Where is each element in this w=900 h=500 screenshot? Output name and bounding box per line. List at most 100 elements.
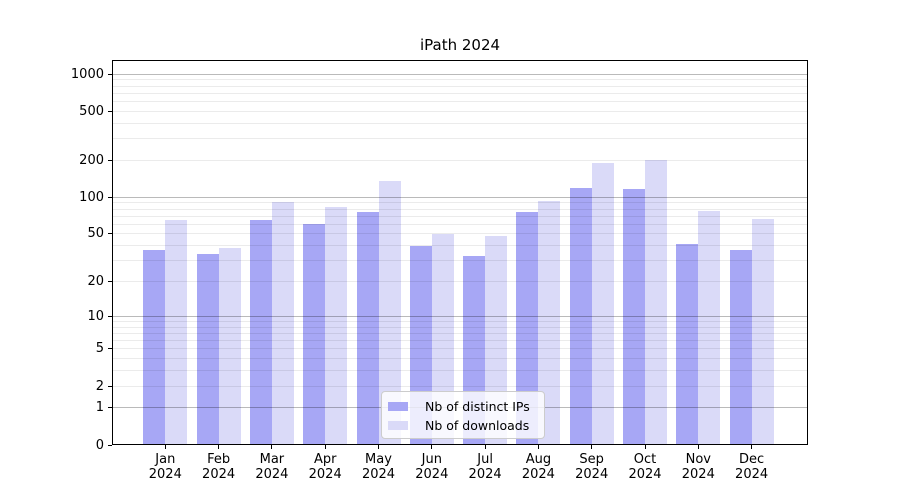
x-tick-year: 2024 [468,466,502,482]
legend-label-downloads: Nb of downloads [425,417,530,433]
x-tick-month: Aug [525,452,552,467]
y-tick-mark [108,407,112,409]
y-tick-label: 1000 [70,66,104,82]
y-tick-mark [108,196,112,198]
x-tick-label: May 2024 [347,452,411,482]
legend-swatch-downloads [388,420,408,430]
x-tick-label: Aug 2024 [506,452,570,482]
bar-distinct-ips [249,220,272,445]
x-tick-label: Feb 2024 [187,452,251,482]
x-tick-year: 2024 [361,466,396,482]
x-tick-label: Nov 2024 [666,452,730,482]
y-tick-mark [108,159,112,161]
bar-downloads [271,201,294,445]
x-tick-label: Jul 2024 [453,452,517,482]
y-tick-label: 0 [95,437,104,453]
bar-downloads [538,201,561,445]
x-tick-label: Oct 2024 [613,452,677,482]
x-tick-year: 2024 [735,466,769,482]
x-tick-label: Apr 2024 [293,452,357,482]
x-tick-label: Dec 2024 [720,452,784,482]
x-tick-month: May [365,452,392,467]
x-tick-mark [591,445,593,449]
x-tick-year: 2024 [575,466,609,482]
y-tick-label: 5 [95,341,104,357]
x-tick-label: Jun 2024 [400,452,464,482]
x-tick-year: 2024 [308,466,342,482]
bar-downloads [325,207,348,445]
bar-downloads [218,248,241,445]
x-tick-month: Feb [207,452,231,467]
y-tick-label: 50 [87,226,104,242]
x-tick-month: Mar [259,452,285,467]
bars-layer [112,60,808,445]
x-tick-mark [324,445,326,449]
x-tick-label: Mar 2024 [240,452,304,482]
x-tick-mark [751,445,753,449]
x-tick-label: Jan 2024 [133,452,197,482]
x-tick-mark [218,445,220,449]
x-tick-month: Oct [633,452,657,467]
bar-downloads [378,181,401,445]
bar-distinct-ips [729,249,752,445]
x-tick-month: Jun [421,452,442,467]
bar-distinct-ips [516,211,539,445]
bar-distinct-ips [356,211,379,445]
x-tick-month: Jan [155,452,176,467]
x-tick-mark [644,445,646,449]
bar-distinct-ips [143,249,166,445]
x-tick-mark [431,445,433,449]
x-tick-year: 2024 [628,466,662,482]
bar-downloads [165,220,188,445]
legend-swatch-distinct-ips [388,401,408,411]
bar-distinct-ips [303,224,326,445]
bar-downloads [645,160,667,445]
x-tick-month: Sep [579,452,604,467]
bar-distinct-ips [623,189,645,445]
y-tick-mark [108,315,112,317]
x-tick-month: Jul [477,452,493,467]
x-tick-mark [697,445,699,449]
x-tick-year: 2024 [681,466,715,482]
x-tick-mark [271,445,273,449]
x-tick-year: 2024 [148,466,182,482]
chart-title: iPath 2024 [419,36,501,54]
y-tick-mark [108,385,112,387]
y-tick-mark [108,233,112,235]
x-tick-year: 2024 [202,466,236,482]
x-tick-mark [378,445,379,449]
bar-downloads [698,211,721,445]
x-tick-mark [537,445,539,449]
bar-downloads [591,163,614,445]
y-tick-label: 2 [95,378,104,394]
x-tick-year: 2024 [521,466,555,482]
x-tick-label: Sep 2024 [560,452,624,482]
x-tick-year: 2024 [255,466,289,482]
x-tick-mark [164,445,166,449]
legend: Nb of distinct IPs Nb of downloads [381,391,545,439]
y-tick-label: 100 [79,189,104,205]
y-tick-label: 10 [87,308,104,324]
y-tick-label: 500 [79,103,104,119]
y-tick-label: 200 [79,152,104,168]
x-tick-year: 2024 [415,466,449,482]
y-tick-mark [108,348,112,350]
bar-distinct-ips [569,187,592,445]
x-tick-mark [484,445,486,449]
bar-distinct-ips [196,254,219,445]
legend-label-distinct-ips: Nb of distinct IPs [425,398,530,414]
y-tick-mark [108,110,112,112]
bar-distinct-ips [676,244,699,445]
y-tick-mark [108,73,112,75]
y-tick-mark [108,281,112,283]
bar-downloads [751,219,774,445]
y-tick-label: 20 [87,274,104,290]
legend-entry-downloads: Nb of downloads [388,417,536,433]
x-tick-month: Nov [685,452,711,467]
y-tick-label: 1 [95,400,104,416]
x-tick-month: Apr [313,452,337,467]
legend-entry-distinct-ips: Nb of distinct IPs [388,398,536,414]
x-tick-month: Dec [739,452,765,467]
y-tick-mark [108,444,112,446]
